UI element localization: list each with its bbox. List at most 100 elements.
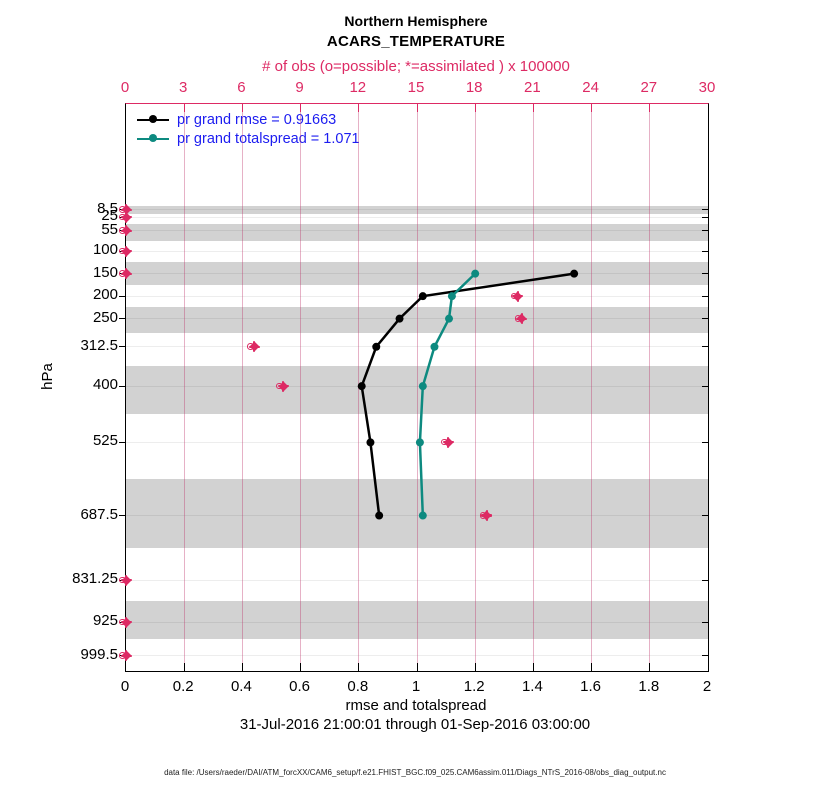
totalspread-point-marker xyxy=(418,511,427,520)
y-axis-tick-label: 687.5 xyxy=(80,505,118,523)
top-axis-tick xyxy=(183,104,185,112)
vertical-gridline xyxy=(474,104,476,671)
bottom-axis-tick-label: 0.4 xyxy=(230,678,252,695)
legend-entry-totalspread: pr grand totalspread = 1.071 xyxy=(137,129,360,148)
top-axis-tick-label: 30 xyxy=(698,79,716,96)
level-gridline xyxy=(126,579,708,581)
y-axis-tick-label: 831.25 xyxy=(72,570,118,588)
right-axis-tick xyxy=(702,230,708,232)
rmse-point-marker xyxy=(418,292,427,301)
top-axis-tick-label: 15 xyxy=(407,79,425,96)
plot-title-region: Northern Hemisphere xyxy=(344,13,488,29)
right-axis-tick xyxy=(702,295,708,297)
legend-totalspread-marker-icon xyxy=(149,134,157,143)
legend-totalspread-line-sample xyxy=(137,134,169,143)
y-axis-tick-label: 400 xyxy=(92,376,118,394)
level-gridline xyxy=(126,318,708,320)
top-axis-tick-label: 3 xyxy=(179,79,188,96)
y-axis-tick-label: 55 xyxy=(101,220,118,238)
totalspread-point-marker xyxy=(447,292,456,301)
rmse-point-marker xyxy=(375,511,384,520)
top-axis-tick xyxy=(358,104,360,112)
top-axis-tick xyxy=(591,104,593,112)
level-gridline xyxy=(126,621,708,623)
shaded-level-band xyxy=(126,601,708,640)
level-gridline xyxy=(126,515,708,517)
left-axis-tick xyxy=(119,318,126,320)
left-axis-tick xyxy=(119,295,126,297)
legend-rmse-label: pr grand rmse = 0.91663 xyxy=(177,111,337,128)
rmse-curve xyxy=(360,272,575,516)
right-axis-tick xyxy=(702,579,708,581)
rmse-point-marker xyxy=(372,342,381,351)
top-axis-tick-label: 6 xyxy=(237,79,246,96)
bottom-axis-tick-label: 1.2 xyxy=(463,678,485,695)
vertical-gridline xyxy=(591,104,593,671)
bottom-axis-tick-label: 1.8 xyxy=(638,678,660,695)
y-axis-tick-label: 250 xyxy=(92,308,118,326)
y-axis-tick-label: 200 xyxy=(92,286,118,304)
level-gridline xyxy=(126,346,708,348)
bottom-axis-tick xyxy=(358,663,360,671)
right-axis-tick xyxy=(702,250,708,252)
top-axis-tick xyxy=(241,104,243,112)
level-gridline xyxy=(126,273,708,275)
left-axis-tick xyxy=(119,346,126,348)
y-axis-tick-label: 999.5 xyxy=(80,645,118,663)
bottom-axis-tick-label: 0.6 xyxy=(289,678,311,695)
right-axis-tick xyxy=(702,209,708,211)
level-gridline xyxy=(126,250,708,252)
bottom-axis-label: rmse and totalspread xyxy=(345,697,487,714)
right-axis-tick xyxy=(702,273,708,275)
bottom-axis-tick xyxy=(474,663,476,671)
totalspread-point-marker xyxy=(471,269,480,278)
top-axis-tick-label: 18 xyxy=(465,79,483,96)
y-axis-tick-label: 312.5 xyxy=(80,336,118,354)
y-axis-tick-label: 525 xyxy=(92,432,118,450)
right-axis-tick xyxy=(702,318,708,320)
right-axis-tick xyxy=(702,621,708,623)
right-axis-tick xyxy=(702,515,708,517)
legend-rmse-line-sample xyxy=(137,115,169,124)
bottom-axis-tick xyxy=(183,663,185,671)
top-axis-tick-label: 21 xyxy=(524,79,541,96)
bottom-axis-tick xyxy=(591,663,593,671)
totalspread-point-marker xyxy=(430,342,439,351)
totalspread-point-marker xyxy=(418,382,427,391)
right-axis-tick xyxy=(702,346,708,348)
shaded-level-band xyxy=(126,307,708,333)
top-axis-tick xyxy=(649,104,651,112)
legend-rmse-marker-icon xyxy=(149,115,157,124)
bottom-axis-tick-label: 0 xyxy=(120,678,130,695)
level-gridline xyxy=(126,385,708,387)
vertical-gridline xyxy=(300,104,302,671)
top-axis-tick xyxy=(474,104,476,112)
y-axis-tick-label: 25 xyxy=(101,207,118,225)
bottom-axis-tick-label: 0.8 xyxy=(347,678,369,695)
totalspread-curve xyxy=(418,272,477,516)
totalspread-point-marker xyxy=(445,314,454,323)
level-gridline xyxy=(126,209,708,211)
right-axis-tick xyxy=(702,655,708,657)
date-range-caption: 31-Jul-2016 21:00:01 through 01-Sep-2016… xyxy=(239,716,591,733)
top-axis-label: # of obs (o=possible; *=assimilated ) x … xyxy=(262,58,570,75)
rmse-point-marker xyxy=(570,269,579,278)
right-axis-tick xyxy=(702,385,708,387)
bottom-axis-tick-label: 1.4 xyxy=(521,678,543,695)
level-gridline xyxy=(126,655,708,657)
legend: pr grand rmse = 0.91663 pr grand totalsp… xyxy=(137,110,360,148)
rmse-point-marker xyxy=(357,382,366,391)
bottom-axis-tick xyxy=(241,663,243,671)
y-axis-tick-label: 8.5 xyxy=(97,199,118,217)
top-axis-tick-label: 0 xyxy=(120,79,130,96)
top-axis-tick xyxy=(416,104,418,112)
vertical-gridline xyxy=(649,104,651,671)
bottom-axis-tick-label: 1 xyxy=(411,678,421,695)
legend-totalspread-label: pr grand totalspread = 1.071 xyxy=(177,130,360,147)
level-gridline xyxy=(126,230,708,232)
totalspread-point-marker xyxy=(415,438,424,447)
top-axis-tick-label: 12 xyxy=(349,79,367,96)
left-axis-tick xyxy=(119,441,126,443)
top-axis-tick-label: 24 xyxy=(582,79,599,96)
